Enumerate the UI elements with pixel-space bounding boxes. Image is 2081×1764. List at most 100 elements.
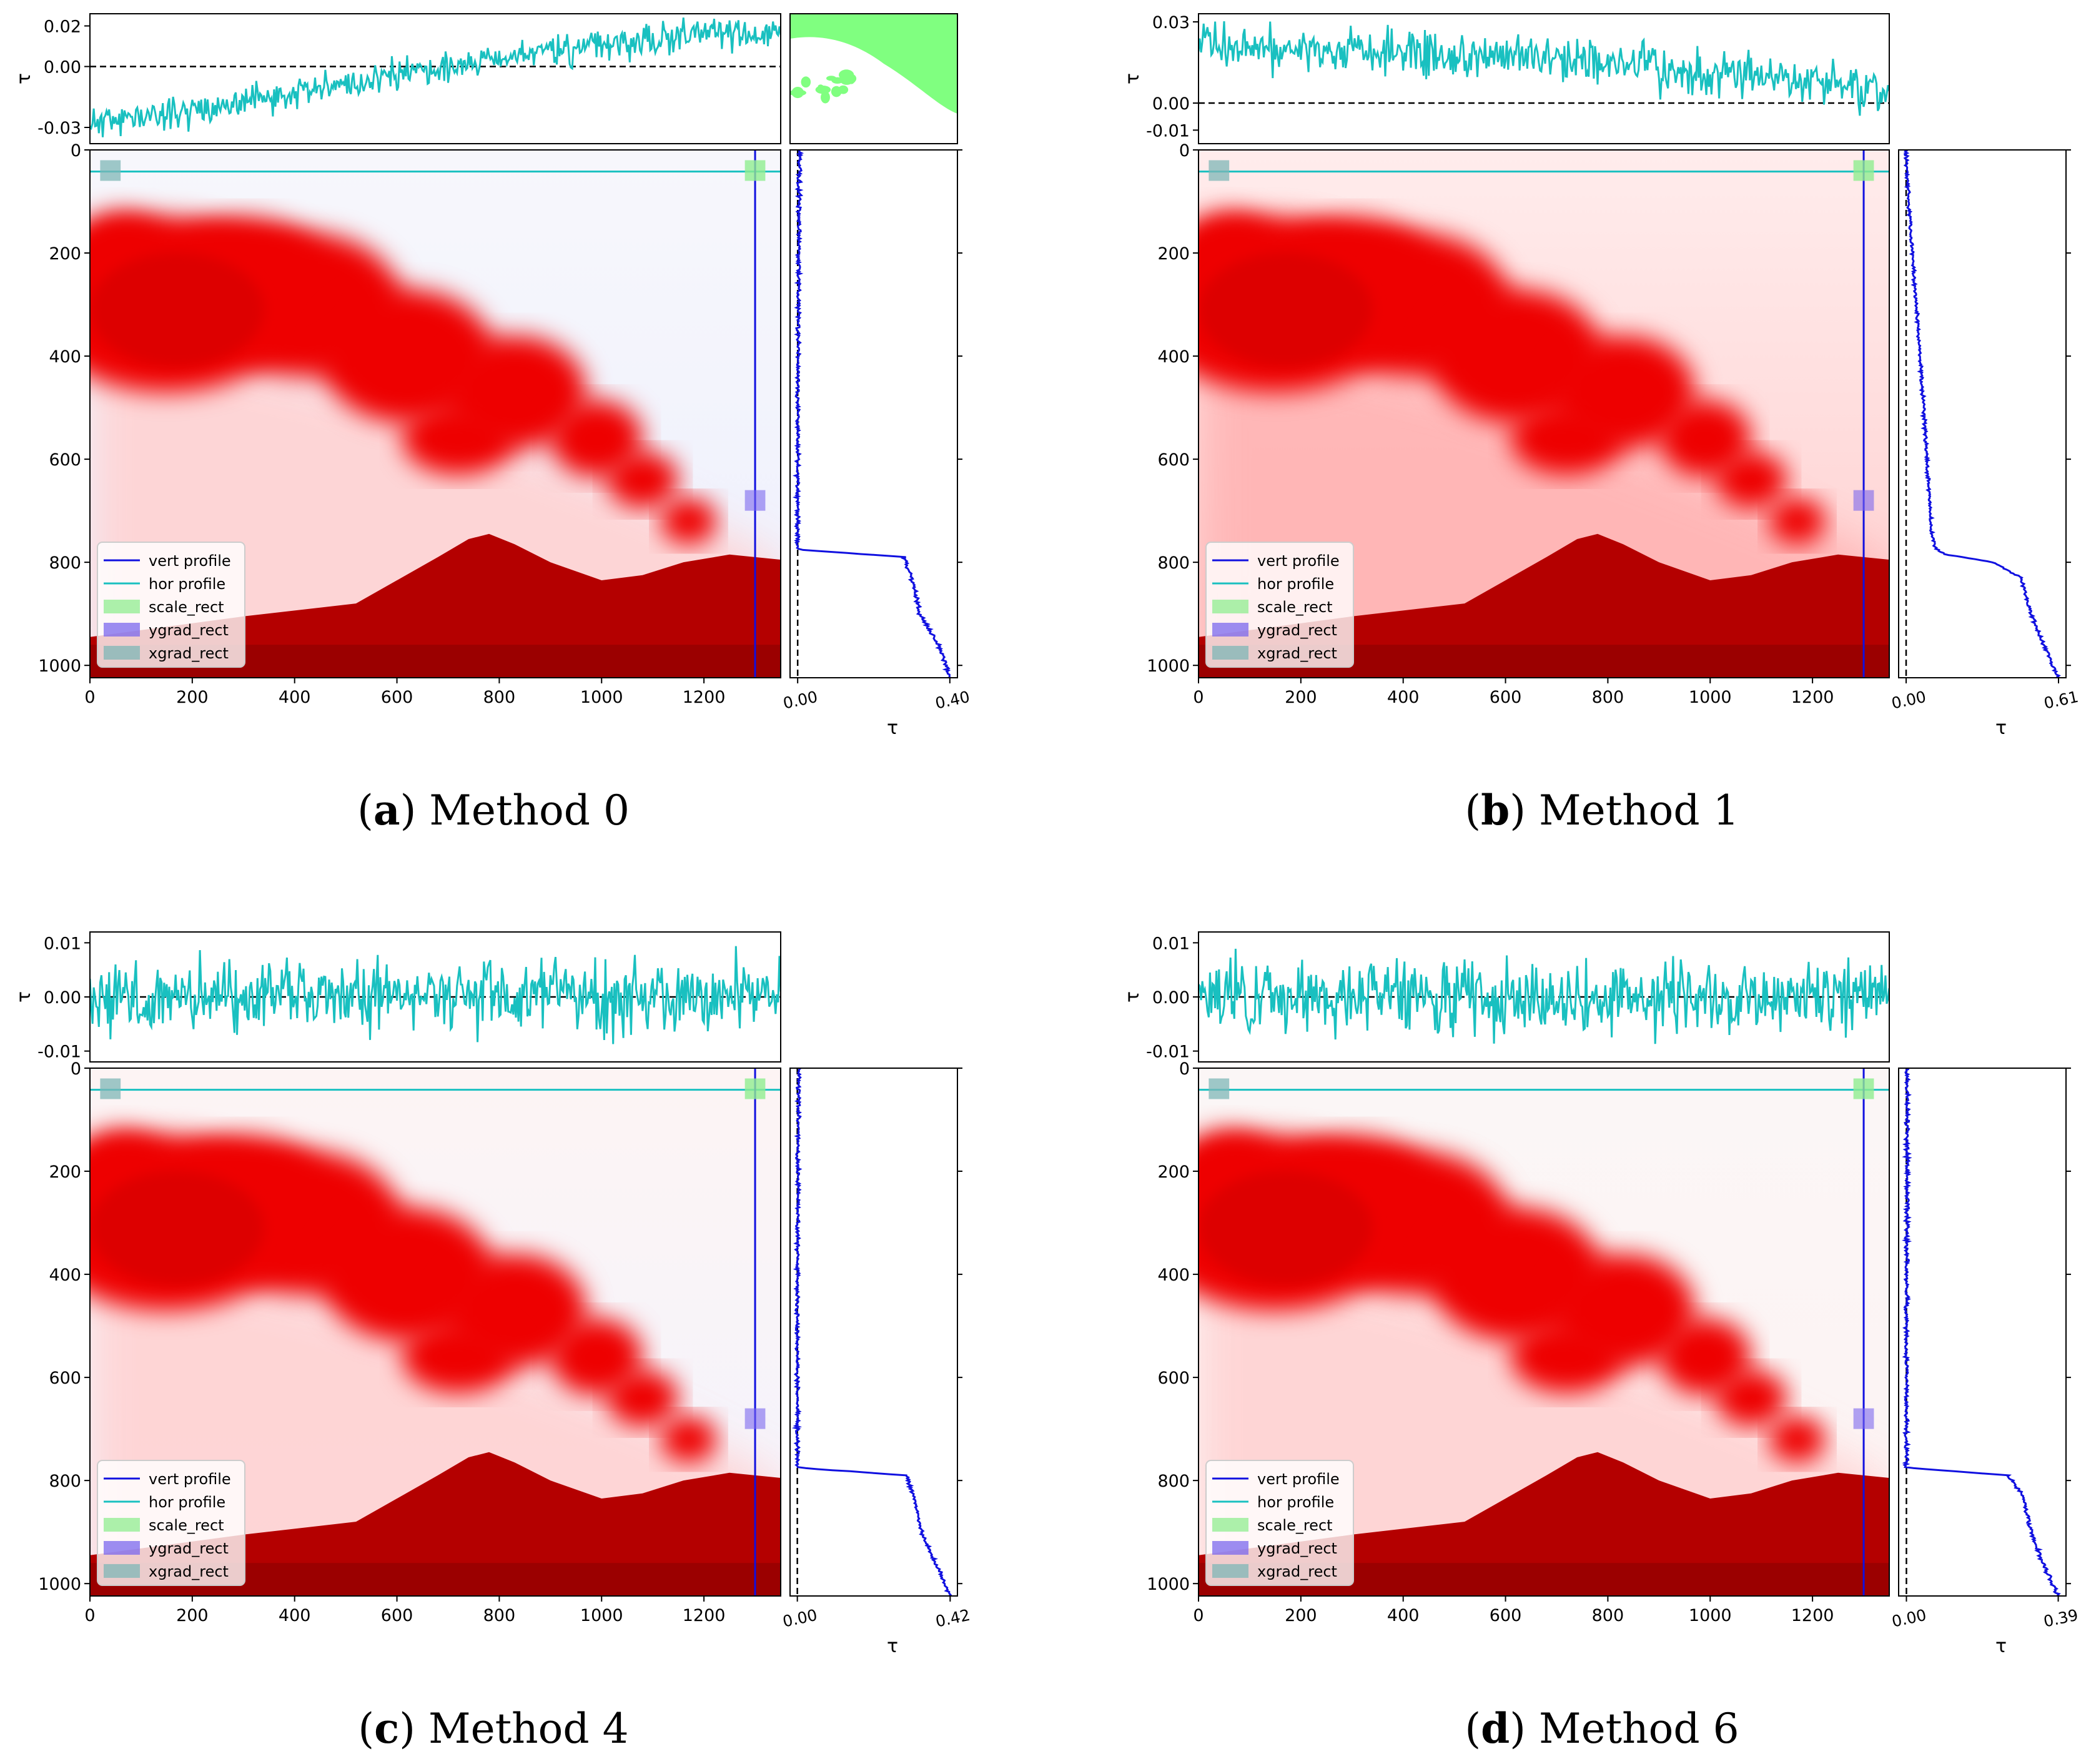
image-frame bbox=[89, 149, 781, 678]
x-tick-label: 1200 bbox=[1791, 688, 1834, 707]
x-tick-label: 1200 bbox=[683, 1606, 726, 1625]
hor-y-tick-label: -0.01 bbox=[1146, 1043, 1190, 1062]
x-tick-label: 600 bbox=[381, 1606, 413, 1625]
mask-speck bbox=[821, 91, 830, 104]
plume-blob bbox=[550, 400, 643, 477]
xgrad-rect bbox=[100, 1078, 121, 1099]
y-tick-label: 400 bbox=[49, 347, 81, 367]
scale-mask-inset bbox=[790, 14, 957, 144]
vert-profile-series bbox=[1903, 150, 2061, 678]
y-tick-label: 200 bbox=[1157, 244, 1190, 264]
scale-rect bbox=[1853, 1078, 1874, 1099]
legend-swatch bbox=[104, 646, 140, 660]
plume-blob bbox=[660, 498, 717, 545]
x-tick-label: 0 bbox=[84, 1606, 95, 1625]
x-tick-label: 1000 bbox=[1689, 688, 1732, 707]
ygrad-rect bbox=[744, 1408, 766, 1429]
vert-x-axis-label: τ bbox=[1995, 1635, 2007, 1657]
plume-core bbox=[1199, 1171, 1373, 1285]
plume-blob bbox=[402, 1321, 515, 1393]
y-tick-label: 0 bbox=[71, 1059, 81, 1079]
y-tick-label: 800 bbox=[49, 1472, 81, 1491]
mask-excluded bbox=[790, 37, 957, 144]
x-tick-label: 200 bbox=[1285, 688, 1317, 707]
x-tick-label: 0 bbox=[1193, 1606, 1204, 1625]
legend-label: scale_rect bbox=[1257, 1517, 1333, 1534]
scale-rect bbox=[1853, 160, 1874, 181]
y-tick-label: 0 bbox=[1179, 1059, 1190, 1079]
plume-blob bbox=[1769, 498, 1826, 545]
y-tick-label: 800 bbox=[1157, 1472, 1190, 1491]
inset-frame bbox=[789, 13, 958, 144]
y-tick-label: 400 bbox=[49, 1266, 81, 1285]
panel-method-4: 0 200 400 600 800 1000 1200 0 200 400 600 800 1000 ve… bbox=[13, 931, 972, 1657]
plume-blob bbox=[606, 451, 679, 508]
legend-label: xgrad_rect bbox=[1257, 645, 1337, 662]
legend-label: ygrad_rect bbox=[1257, 622, 1337, 639]
vert-profile-frame bbox=[1898, 1068, 2067, 1597]
hor-profile-series bbox=[90, 946, 781, 1044]
legend-swatch bbox=[1212, 623, 1248, 637]
legend-label: xgrad_rect bbox=[149, 1563, 229, 1580]
vert-x-tick-label: 0.00 bbox=[1890, 688, 1927, 713]
plume-blob bbox=[1659, 1318, 1751, 1395]
xgrad-rect bbox=[100, 160, 121, 181]
legend-swatch bbox=[104, 600, 140, 613]
hor-profile-series bbox=[90, 17, 781, 137]
image-frame bbox=[1198, 1068, 1890, 1597]
hor-y-axis-label: τ bbox=[1122, 991, 1144, 1003]
legend-label: scale_rect bbox=[1257, 598, 1333, 616]
hor-y-tick-label: 0.03 bbox=[1152, 13, 1190, 32]
plume-blob bbox=[1715, 1369, 1787, 1427]
hor-y-tick-label: 0.00 bbox=[1152, 988, 1190, 1008]
x-tick-label: 1000 bbox=[580, 688, 623, 707]
xgrad-rect bbox=[1209, 1078, 1230, 1099]
plume-blob bbox=[550, 1318, 643, 1395]
x-tick-label: 1200 bbox=[1791, 1606, 1834, 1625]
plume-core bbox=[90, 253, 264, 367]
y-tick-label: 600 bbox=[49, 450, 81, 470]
hor-profile-frame bbox=[89, 13, 781, 144]
vert-x-tick-label: 0.40 bbox=[934, 688, 971, 713]
hor-profile-series bbox=[1199, 21, 1889, 116]
vert-x-tick-label: 0.42 bbox=[934, 1606, 971, 1631]
hor-y-tick-label: 0.01 bbox=[44, 934, 81, 953]
legend-swatch bbox=[1212, 646, 1248, 660]
x-tick-label: 1000 bbox=[580, 1606, 623, 1625]
hor-y-tick-label: 0.00 bbox=[44, 58, 81, 77]
x-tick-label: 600 bbox=[381, 688, 413, 707]
vert-profile-series bbox=[792, 150, 951, 678]
vert-x-tick-label: 0.00 bbox=[1890, 1606, 1927, 1631]
plume-blob bbox=[1510, 402, 1623, 475]
volcano bbox=[1199, 533, 1889, 678]
vert-x-tick-label: 0.39 bbox=[2042, 1606, 2080, 1631]
hor-y-tick-label: 0.01 bbox=[1152, 934, 1190, 953]
y-tick-label: 400 bbox=[1157, 347, 1190, 367]
x-tick-label: 200 bbox=[176, 1606, 209, 1625]
legend-label: vert profile bbox=[149, 1470, 231, 1488]
x-tick-label: 1200 bbox=[683, 688, 726, 707]
legend-label: hor profile bbox=[149, 1494, 225, 1511]
y-tick-label: 1000 bbox=[1147, 657, 1190, 676]
panel-method-0: 0 200 400 600 800 1000 1200 0 200 400 600 800 1000 ve… bbox=[13, 13, 971, 739]
x-tick-label: 200 bbox=[1285, 1606, 1317, 1625]
y-tick-label: 0 bbox=[1179, 141, 1190, 161]
smoke-image bbox=[90, 150, 781, 678]
vert-x-tick-label: 0.00 bbox=[781, 688, 819, 713]
legend-label: xgrad_rect bbox=[149, 645, 229, 662]
caption-d: (d) Method 6 bbox=[1465, 1704, 1739, 1753]
legend-label: scale_rect bbox=[149, 598, 224, 616]
hor-y-tick-label: -0.03 bbox=[37, 119, 81, 138]
vert-profile-frame bbox=[789, 149, 958, 678]
legend-label: xgrad_rect bbox=[1257, 1563, 1337, 1580]
legend-swatch bbox=[104, 1518, 140, 1532]
y-tick-label: 200 bbox=[1157, 1162, 1190, 1182]
plume-blob bbox=[1715, 451, 1787, 508]
x-tick-label: 400 bbox=[279, 688, 311, 707]
hor-y-tick-label: 0.00 bbox=[44, 988, 81, 1008]
x-tick-label: 0 bbox=[84, 688, 95, 707]
legend-label: vert profile bbox=[1257, 552, 1340, 570]
vert-x-tick-label: 0.61 bbox=[2042, 688, 2080, 713]
x-tick-label: 600 bbox=[1490, 688, 1522, 707]
legend-swatch bbox=[1212, 1541, 1248, 1555]
